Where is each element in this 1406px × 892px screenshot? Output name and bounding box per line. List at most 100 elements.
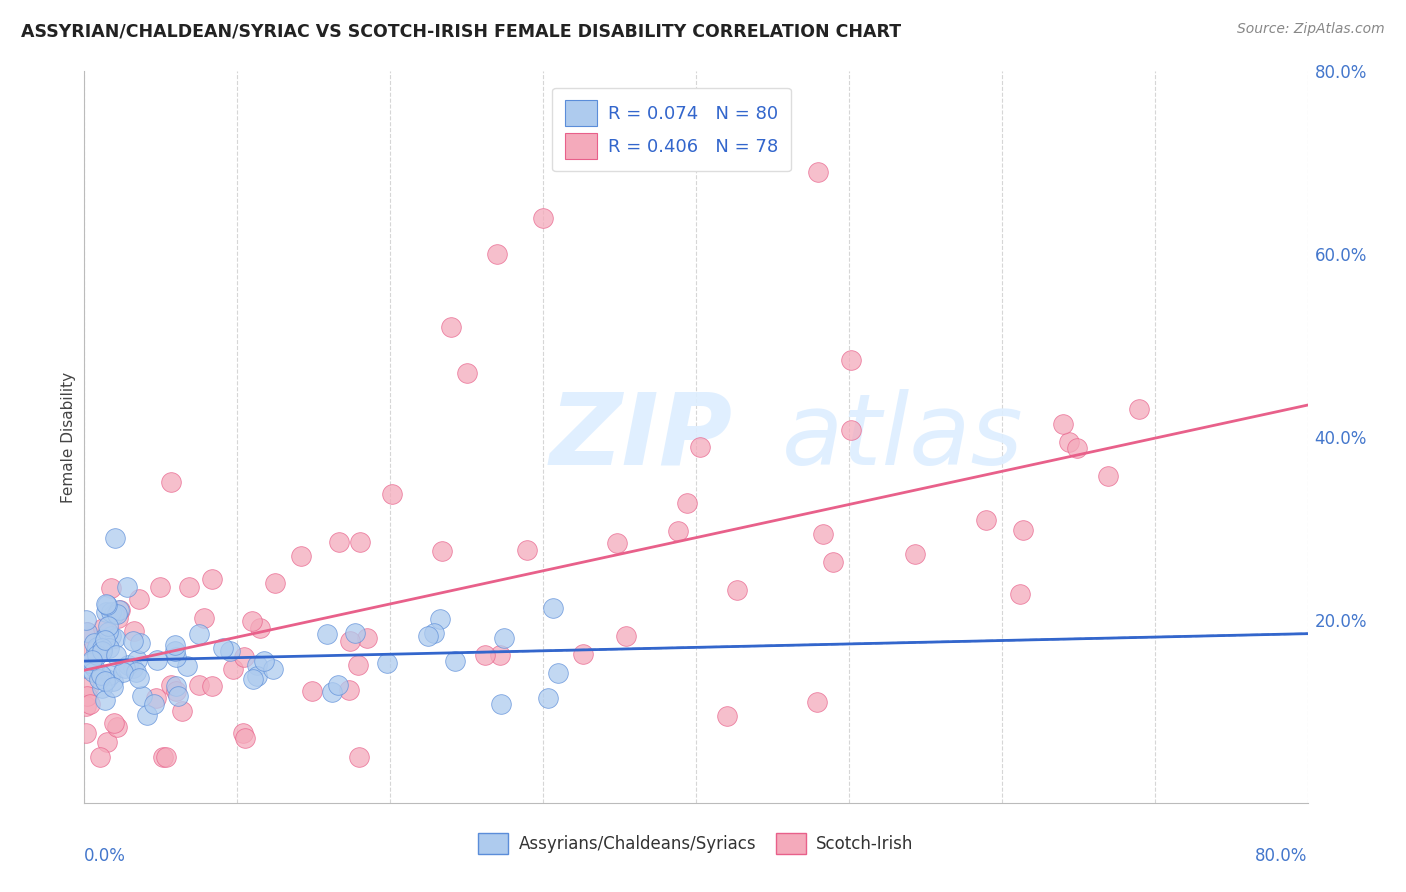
Point: [547, 666, 569, 681]
Point: [100, 605, 122, 619]
Point: [103, 716, 125, 731]
Text: ZIP: ZIP: [550, 389, 733, 485]
Point: [83, 660, 105, 674]
Point: [839, 423, 862, 437]
Point: [86, 648, 108, 663]
Point: [1097, 469, 1119, 483]
Point: [262, 662, 284, 676]
Point: [430, 544, 453, 558]
Point: [474, 648, 496, 662]
Point: [152, 750, 174, 764]
Point: [188, 627, 211, 641]
Point: [128, 671, 150, 685]
Legend: Assyrians/Chaldeans/Syriacs, Scotch-Irish: Assyrians/Chaldeans/Syriacs, Scotch-Iris…: [472, 827, 920, 860]
Point: [541, 601, 564, 615]
Point: [97, 619, 120, 633]
Point: [211, 640, 233, 655]
Point: [108, 603, 131, 617]
Point: [96, 605, 118, 619]
Point: [1066, 442, 1088, 456]
Point: [1010, 587, 1032, 601]
Point: [339, 633, 361, 648]
Point: [727, 582, 749, 597]
Point: [839, 353, 862, 368]
Point: [79, 657, 101, 671]
Point: [125, 665, 148, 680]
Point: [160, 475, 183, 490]
Point: [233, 731, 256, 745]
Point: [145, 690, 167, 705]
Point: [97, 625, 120, 640]
Point: [903, 547, 925, 561]
Point: [356, 631, 378, 645]
Point: [105, 607, 128, 621]
Point: [103, 607, 125, 621]
Point: [155, 750, 177, 764]
Point: [104, 631, 127, 645]
Point: [107, 611, 129, 625]
Point: [316, 626, 339, 640]
Point: [290, 549, 312, 563]
Point: [91, 632, 114, 647]
Point: [516, 543, 538, 558]
Point: [122, 633, 145, 648]
Point: [91, 681, 114, 695]
Point: [86, 640, 108, 655]
Point: [94, 632, 117, 647]
Point: [91, 643, 114, 657]
Point: [222, 662, 245, 676]
Point: [75, 726, 97, 740]
Point: [128, 592, 150, 607]
Point: [117, 658, 139, 673]
Point: [347, 750, 370, 764]
Point: [219, 644, 242, 658]
Point: [101, 674, 124, 689]
Point: [80, 653, 103, 667]
Point: [689, 440, 711, 454]
Point: [84, 643, 107, 657]
Point: [418, 629, 440, 643]
Point: [75, 698, 97, 713]
Point: [423, 626, 446, 640]
Point: [98, 668, 121, 682]
Point: [344, 625, 367, 640]
Point: [381, 487, 404, 501]
Point: [115, 580, 138, 594]
Point: [1052, 417, 1074, 432]
Text: 80.0%: 80.0%: [1256, 847, 1308, 864]
Point: [807, 165, 830, 179]
Point: [531, 211, 554, 225]
Point: [494, 632, 516, 646]
Point: [163, 644, 186, 658]
Point: [346, 657, 368, 672]
Point: [444, 654, 467, 668]
Point: [201, 679, 224, 693]
Point: [94, 597, 117, 611]
Point: [76, 625, 98, 640]
Point: [142, 697, 165, 711]
Point: [242, 614, 264, 628]
Point: [172, 704, 194, 718]
Point: [160, 678, 183, 692]
Point: [606, 536, 628, 550]
Point: [486, 247, 509, 261]
Point: [249, 621, 271, 635]
Point: [149, 580, 172, 594]
Point: [114, 661, 136, 675]
Point: [242, 673, 264, 687]
Point: [96, 672, 118, 686]
Point: [264, 575, 287, 590]
Point: [572, 648, 595, 662]
Point: [101, 680, 124, 694]
Point: [124, 624, 146, 638]
Point: [676, 495, 699, 509]
Point: [96, 735, 118, 749]
Point: [100, 629, 122, 643]
Point: [1011, 523, 1033, 537]
Point: [429, 612, 451, 626]
Point: [232, 726, 254, 740]
Point: [75, 613, 97, 627]
Point: [301, 684, 323, 698]
Text: atlas: atlas: [782, 389, 1024, 485]
Point: [94, 673, 117, 688]
